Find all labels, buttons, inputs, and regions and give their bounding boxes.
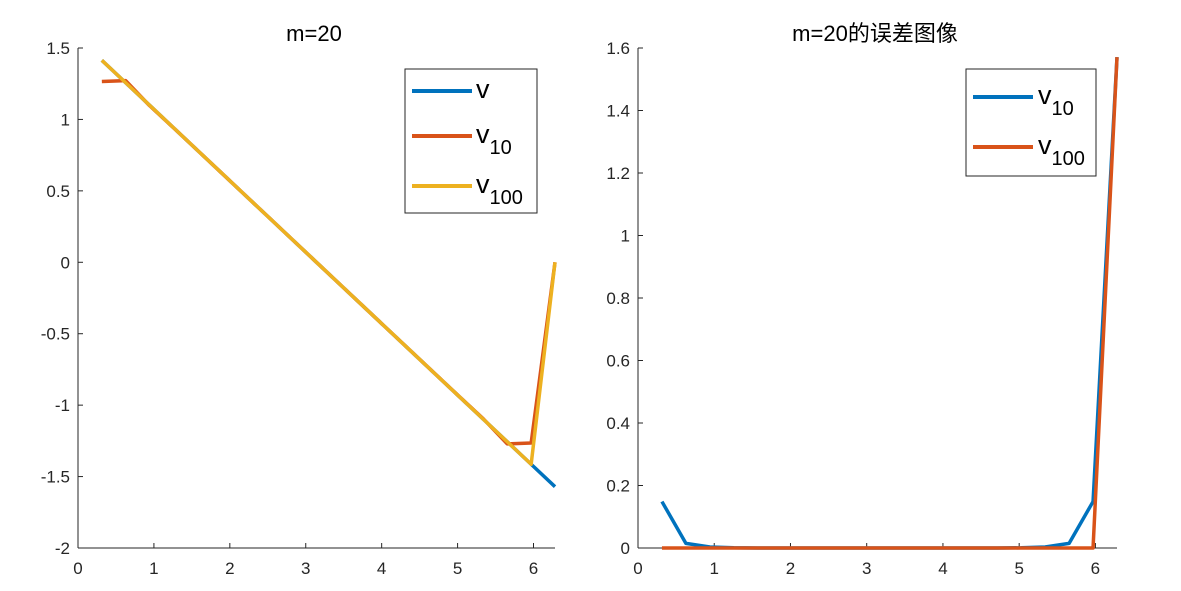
chart-left-plot-area <box>100 59 557 488</box>
chart-left-legend-entry-base: v <box>476 74 490 104</box>
chart-right-x-tick-label: 6 <box>1091 559 1100 578</box>
chart-left-series-line-v-100 <box>100 59 557 466</box>
chart-right-legend-entry-base: v <box>1038 80 1052 110</box>
chart-left-x-tick-label: 2 <box>225 559 234 578</box>
chart-left-x-tick-label: 4 <box>377 559 386 578</box>
chart-right-y-tick-label: 0.4 <box>606 414 630 433</box>
chart-left-legend-entry: v <box>476 74 490 104</box>
chart-left-legend-entry-subscript: 100 <box>490 187 523 209</box>
chart-right-y-tick-label: 1.4 <box>606 102 630 121</box>
chart-right: m=20的误差图像 0 1 2 3 4 5 6 0 0.2 0.4 0.6 0.8 1 1.2 1.4 1.6… <box>606 21 1119 578</box>
chart-left-y-tick-label: -2 <box>55 539 70 558</box>
chart-left-x-tick-label: 0 <box>73 559 82 578</box>
chart-left-legend-entry-subscript: 10 <box>490 137 512 159</box>
chart-left-legend-entry: v100 <box>476 169 523 209</box>
chart-left-y-tick-label: 1 <box>61 110 70 129</box>
chart-right-title: m=20的误差图像 <box>792 21 958 46</box>
chart-left-y-tick-label: 1.5 <box>46 39 70 58</box>
chart-left-x-tick-label: 5 <box>453 559 462 578</box>
chart-left-legend-entry-base: v <box>476 169 490 199</box>
chart-left-y-tick-label: -0.5 <box>41 325 70 344</box>
chart-left-y-tick-label: 0.5 <box>46 182 70 201</box>
chart-left: m=20 0 1 2 3 4 5 6-2-1.5-1-0.500.511.5 vv10v10… <box>41 21 557 578</box>
chart-right-series-line-v-100 <box>661 57 1119 550</box>
chart-right-y-tick-label: 0.2 <box>606 477 630 496</box>
chart-right-x-tick-label: 3 <box>862 559 871 578</box>
chart-right-legend-box <box>965 68 1097 177</box>
chart-right-y-tick-label: 0.8 <box>606 289 630 308</box>
chart-right-axes: 0 1 2 3 4 5 6 0 0.2 0.4 0.6 0.8 1 1.2 1.4 1.6 <box>606 39 1117 578</box>
chart-left-axes: 0 1 2 3 4 5 6 -2 -1.5 -1 -0.5 0 0.5 1 1.5 <box>41 39 555 578</box>
chart-right-legend-entry: v10 <box>1038 80 1074 120</box>
chart-left-legend-entry: v10 <box>476 119 512 159</box>
chart-right-x-tick-label: 1 <box>710 559 719 578</box>
chart-left-title: m=20 <box>286 21 342 46</box>
chart-right-x-tick-label: 0 <box>633 559 642 578</box>
chart-right-plot-area <box>660 57 1119 550</box>
chart-left-y-tick-label: -1.5 <box>41 468 70 487</box>
chart-right-x-tick-label: 5 <box>1014 559 1023 578</box>
chart-right-legend-entry: v100 <box>1038 130 1085 170</box>
chart-right-y-tick-label: 0.6 <box>606 352 630 371</box>
chart-left-legend-entry-base: v <box>476 119 490 149</box>
chart-right-legend-entry-base: v <box>1038 130 1052 160</box>
chart-right-y-tick-label: 1 <box>621 227 630 246</box>
chart-right-y-tick-label: 1.2 <box>606 164 630 183</box>
chart-right-legend-entry-subscript: 100 <box>1052 148 1085 170</box>
chart-right-x-tick-label: 2 <box>786 559 795 578</box>
chart-right-x-tick-label: 4 <box>938 559 947 578</box>
chart-left-y-tick-label: 0 <box>61 253 70 272</box>
chart-right-y-tick-label: 1.6 <box>606 39 630 58</box>
chart-right-y-tick-label: 0 <box>621 539 630 558</box>
chart-left-y-tick-label: -1 <box>55 396 70 415</box>
chart-left-x-tick-label: 3 <box>301 559 310 578</box>
chart-left-x-tick-label: 6 <box>529 559 538 578</box>
chart-right-legend-entry-subscript: 10 <box>1052 98 1074 120</box>
chart-left-x-tick-label: 1 <box>149 559 158 578</box>
